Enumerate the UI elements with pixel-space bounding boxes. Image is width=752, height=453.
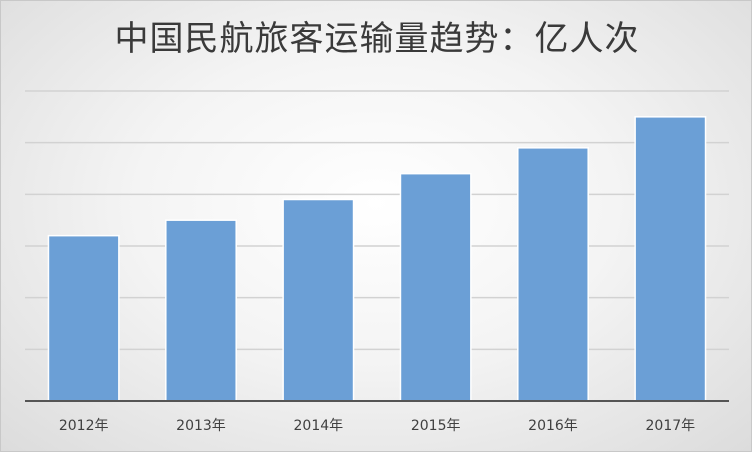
- x-tick-label: 2015年: [411, 418, 461, 434]
- bar-1: [165, 219, 237, 402]
- bar-3: [399, 172, 472, 402]
- chart-title: 中国民航旅客运输量趋势：亿人次: [114, 19, 640, 59]
- x-tick-label: 2014年: [294, 418, 344, 434]
- bar-0: [47, 234, 120, 402]
- x-tick-label: 2017年: [646, 418, 696, 434]
- x-tick-label: 2016年: [528, 418, 578, 434]
- x-tick-label: 2013年: [176, 418, 226, 434]
- bar-2: [282, 198, 355, 402]
- bar-4: [517, 147, 589, 402]
- bar-5: [634, 116, 707, 402]
- x-tick-label: 2012年: [59, 418, 109, 434]
